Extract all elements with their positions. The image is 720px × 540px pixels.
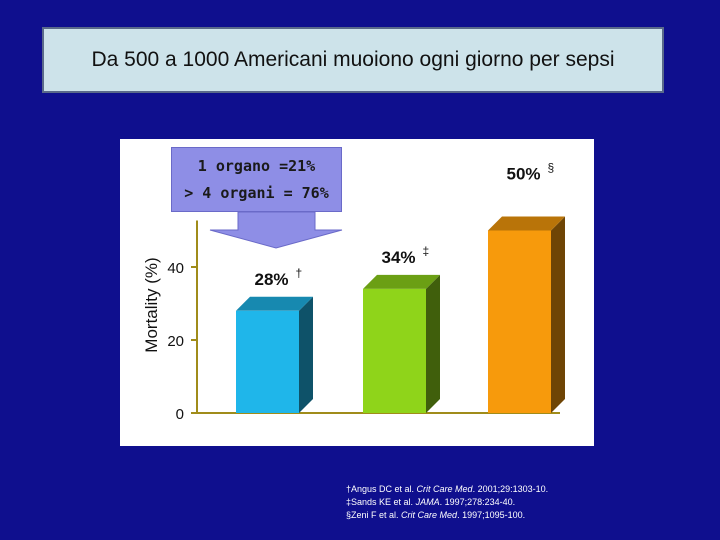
bar-top [488, 216, 565, 231]
callout-line-2: > 4 organi = 76% [184, 183, 329, 202]
data-label: 50% [506, 165, 540, 184]
callout-arrow [209, 211, 343, 249]
y-tick-label: 20 [167, 333, 184, 350]
bar [488, 230, 551, 413]
bar [236, 310, 299, 413]
bar-side [426, 274, 440, 413]
organ-callout: 1 organo =21% > 4 organi = 76% [171, 147, 342, 212]
data-label-mark: § [548, 161, 555, 175]
bar [363, 288, 426, 413]
title-box: Da 500 a 1000 Americani muoiono ogni gio… [42, 27, 664, 93]
y-tick-label: 40 [167, 260, 184, 277]
callout-line-1: 1 organo =21% [197, 156, 316, 175]
bar-top [236, 296, 313, 311]
bar-side [299, 296, 313, 413]
slide-title: Da 500 a 1000 Americani muoiono ogni gio… [91, 48, 615, 71]
reference-3: §Zeni F et al. Crit Care Med. 1997;1095-… [346, 510, 526, 520]
data-label: 28% [254, 270, 288, 289]
y-axis-label: Mortality (%) [142, 257, 161, 352]
bar-side [551, 216, 565, 413]
data-label-mark: ‡ [423, 244, 430, 258]
bar-top [363, 274, 440, 289]
data-label-mark: † [296, 266, 303, 280]
references: †Angus DC et al. Crit Care Med. 2001;29:… [346, 483, 548, 522]
reference-1: †Angus DC et al. Crit Care Med. 2001;29:… [346, 484, 549, 494]
y-tick-label: 0 [176, 406, 184, 423]
data-label: 34% [381, 248, 415, 267]
reference-2: ‡Sands KE et al. JAMA. 1997;278:234-40. [346, 497, 516, 507]
